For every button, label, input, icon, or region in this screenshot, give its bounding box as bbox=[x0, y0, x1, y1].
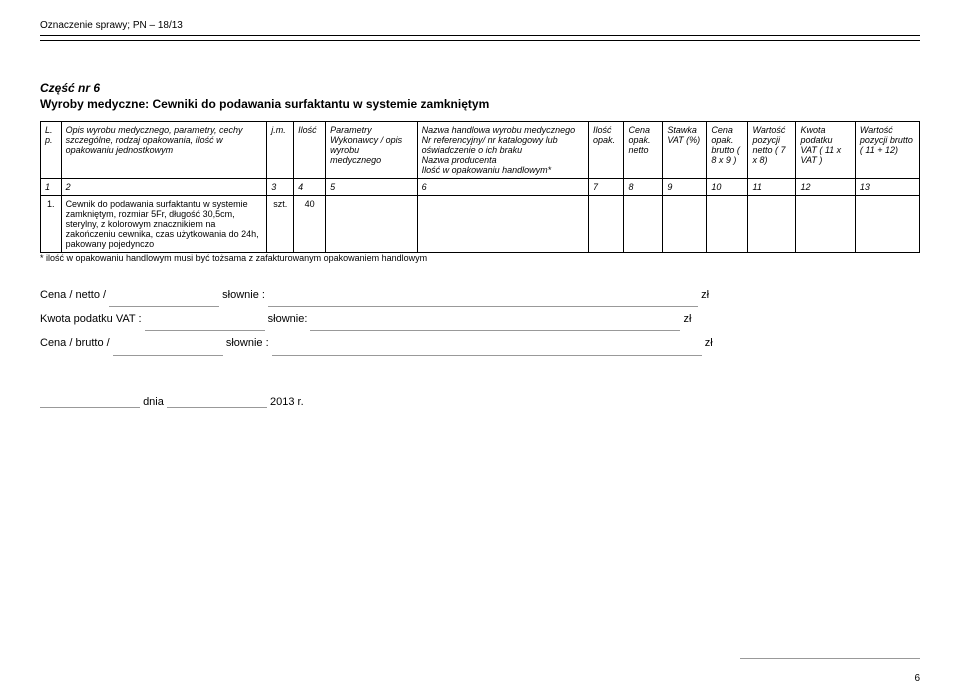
th-ilosc-opak: Ilość opak. bbox=[589, 122, 624, 179]
th-ilosc: Ilość bbox=[294, 122, 326, 179]
brutto-label: Cena / brutto / bbox=[40, 337, 110, 349]
number-row: 1 2 3 4 5 6 7 8 9 10 11 12 13 bbox=[41, 179, 920, 196]
fill-line bbox=[40, 407, 140, 408]
fill-line bbox=[113, 355, 223, 356]
zl-label: zł bbox=[705, 337, 713, 349]
part-label: Część nr 6 bbox=[40, 81, 100, 95]
total-brutto-line: Cena / brutto / słownie : zł bbox=[40, 331, 920, 355]
num-12: 12 bbox=[796, 179, 855, 196]
fill-line bbox=[167, 407, 267, 408]
cell-lp: 1. bbox=[41, 196, 62, 253]
num-4: 4 bbox=[294, 179, 326, 196]
th-stawka: Stawka VAT (%) bbox=[663, 122, 707, 179]
section-subtitle: Wyroby medyczne: Cewniki do podawania su… bbox=[40, 97, 920, 111]
main-table: L. p. Opis wyrobu medycznego, parametry,… bbox=[40, 121, 920, 253]
th-nazwa: Nazwa handlowa wyrobu medycznego Nr refe… bbox=[417, 122, 588, 179]
cell-cena-netto bbox=[624, 196, 663, 253]
num-2: 2 bbox=[61, 179, 267, 196]
page-number: 6 bbox=[914, 673, 920, 684]
dnia-label: dnia bbox=[143, 396, 164, 408]
th-kwota-vat: Kwota podatku VAT ( 11 x VAT ) bbox=[796, 122, 855, 179]
cell-stawka bbox=[663, 196, 707, 253]
num-9: 9 bbox=[663, 179, 707, 196]
slownie-label: słownie : bbox=[226, 337, 269, 349]
num-6: 6 bbox=[417, 179, 588, 196]
num-11: 11 bbox=[748, 179, 796, 196]
netto-label: Cena / netto / bbox=[40, 289, 106, 301]
cell-wart-netto bbox=[748, 196, 796, 253]
signature-line bbox=[740, 658, 920, 659]
th-lp: L. p. bbox=[41, 122, 62, 179]
total-vat-line: Kwota podatku VAT : słownie: zł bbox=[40, 307, 920, 331]
zl-label: zł bbox=[684, 313, 692, 325]
th-wart-netto: Wartość pozycji netto ( 7 x 8) bbox=[748, 122, 796, 179]
cell-jm: szt. bbox=[267, 196, 294, 253]
date-line: dnia 2013 r. bbox=[40, 396, 920, 408]
footnote: * ilość w opakowaniu handlowym musi być … bbox=[40, 253, 920, 263]
cell-nazwa bbox=[417, 196, 588, 253]
zl-label: zł bbox=[701, 289, 709, 301]
th-jm: j.m. bbox=[267, 122, 294, 179]
num-13: 13 bbox=[855, 179, 919, 196]
year-label: 2013 r. bbox=[270, 396, 304, 408]
th-wart-brutto: Wartość pozycji brutto ( 11 + 12) bbox=[855, 122, 919, 179]
cell-kwota-vat bbox=[796, 196, 855, 253]
th-opis: Opis wyrobu medycznego, parametry, cechy… bbox=[61, 122, 267, 179]
cell-wart-brutto bbox=[855, 196, 919, 253]
th-cena-netto: Cena opak. netto bbox=[624, 122, 663, 179]
num-5: 5 bbox=[326, 179, 417, 196]
cell-param bbox=[326, 196, 417, 253]
cell-opis: Cewnik do podawania surfaktantu w system… bbox=[61, 196, 267, 253]
cell-ilosc: 40 bbox=[294, 196, 326, 253]
th-cena-brutto: Cena opak. brutto ( 8 x 9 ) bbox=[707, 122, 748, 179]
case-label: Oznaczenie sprawy; PN – 18/13 bbox=[40, 20, 920, 31]
slownie-label: słownie : bbox=[222, 289, 265, 301]
cell-ilosc-opak bbox=[589, 196, 624, 253]
kwota-label: Kwota podatku VAT : bbox=[40, 313, 142, 325]
num-7: 7 bbox=[589, 179, 624, 196]
table-row: 1. Cewnik do podawania surfaktantu w sys… bbox=[41, 196, 920, 253]
cell-cena-brutto bbox=[707, 196, 748, 253]
th-param: Parametry Wykonawcy / opis wyrobu medycz… bbox=[326, 122, 417, 179]
num-10: 10 bbox=[707, 179, 748, 196]
header-rule-1 bbox=[40, 35, 920, 36]
header-rule-2 bbox=[40, 40, 920, 41]
num-3: 3 bbox=[267, 179, 294, 196]
num-1: 1 bbox=[41, 179, 62, 196]
fill-line bbox=[272, 355, 702, 356]
slownie-label: słownie: bbox=[268, 313, 308, 325]
total-netto-line: Cena / netto / słownie : zł bbox=[40, 283, 920, 307]
num-8: 8 bbox=[624, 179, 663, 196]
